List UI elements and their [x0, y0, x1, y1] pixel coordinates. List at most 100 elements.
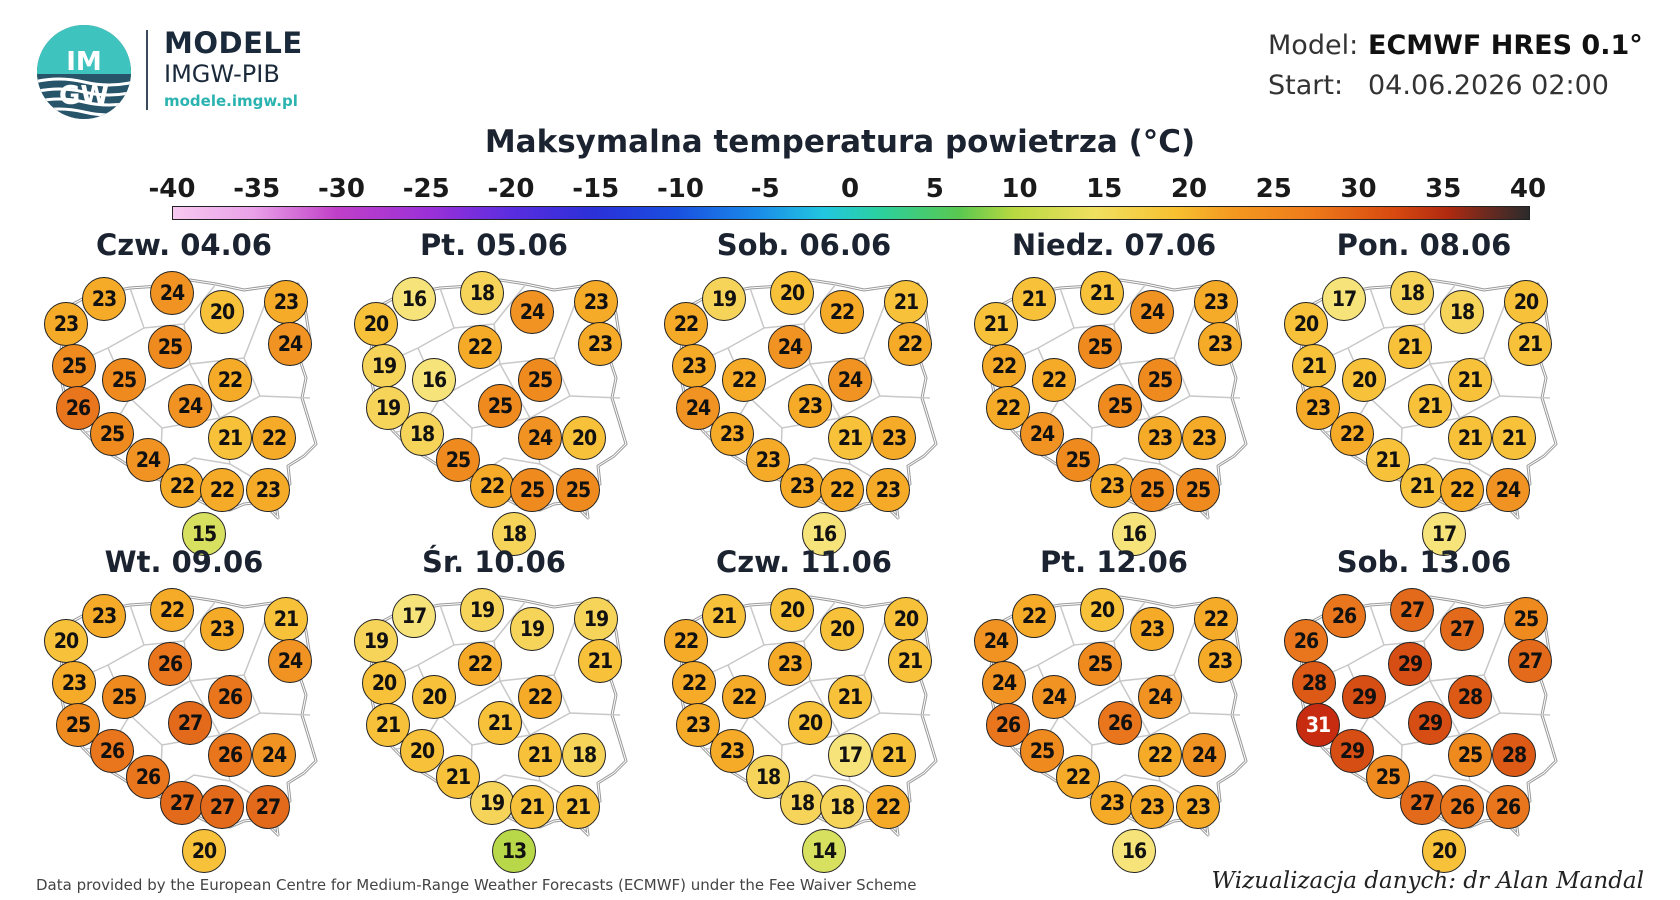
temperature-marker: 23 [710, 412, 754, 456]
temperature-marker: 24 [1130, 290, 1174, 334]
temperature-marker: 29 [1342, 675, 1386, 719]
model-value: ECMWF HRES 0.1° [1368, 30, 1643, 61]
temperature-marker: 19 [702, 277, 746, 321]
temperature-marker: 21 [510, 785, 554, 829]
colorbar-tick: -5 [750, 174, 780, 204]
temperature-marker: 18 [780, 781, 824, 825]
temperature-marker: 22 [986, 386, 1030, 430]
colorbar-ticks: -40 -35 -30 -25 -20 -15 -10 -5 0 5 10 15 20 25 30 35 40 [149, 174, 1547, 204]
temperature-marker: 22 [722, 358, 766, 402]
temperature-marker: 23 [1138, 416, 1182, 460]
temperature-marker: 23 [1182, 416, 1226, 460]
temperature-marker: 26 [90, 729, 134, 773]
temperature-marker: 20 [820, 607, 864, 651]
temperature-marker: 23 [1296, 386, 1340, 430]
temperature-marker: 21 [1492, 416, 1536, 460]
temperature-marker: 22 [458, 325, 502, 369]
temperature-marker: 22 [1330, 412, 1374, 456]
temperature-marker: 24 [252, 733, 296, 777]
temperature-marker: 26 [1486, 785, 1530, 829]
temperature-marker: 26 [1098, 701, 1142, 745]
map-title: Maksymalna temperatura powietrza (°C) [484, 124, 1196, 160]
forecast-panel: Wt. 09.06 20 23 22 23 21 26 24 23 25 26 25 27 26 26 24 2… [34, 545, 334, 873]
temperature-marker: 23 [710, 729, 754, 773]
temperature-marker: 22 [820, 290, 864, 334]
temperature-marker: 16 [802, 512, 846, 556]
temperature-marker: 17 [392, 594, 436, 638]
temperature-marker: 25 [510, 468, 554, 512]
colorbar-tick: 30 [1340, 174, 1377, 204]
temperature-marker: 20 [412, 675, 456, 719]
temperature-marker: 13 [492, 829, 536, 873]
temperature-marker: 25 [1098, 384, 1142, 428]
temperature-marker: 18 [400, 412, 444, 456]
imgw-logo-icon: IM GW [37, 25, 131, 119]
temperature-marker: 21 [872, 733, 916, 777]
temperature-marker: 16 [1112, 512, 1156, 556]
temperature-marker: 27 [1440, 607, 1484, 651]
temperature-marker: 29 [1388, 642, 1432, 686]
temperature-marker: 23 [672, 344, 716, 388]
colorbar-tick: -20 [487, 174, 535, 204]
temperature-marker: 26 [1322, 594, 1366, 638]
panel-date-title: Sob. 06.06 [716, 228, 892, 262]
temperature-marker: 21 [556, 785, 600, 829]
colorbar [172, 206, 1530, 220]
forecast-panel: Sob. 06.06 22 19 20 22 21 24 22 23 22 24 24 23 23 21 23… [654, 228, 954, 556]
temperature-marker: 24 [268, 322, 312, 366]
temperature-marker: 21 [264, 597, 308, 641]
panel-date-title: Niedz. 07.06 [1011, 228, 1217, 262]
temperature-marker: 26 [208, 675, 252, 719]
temperature-marker: 23 [1090, 464, 1134, 508]
temperature-marker: 26 [1440, 785, 1484, 829]
svg-text:GW: GW [59, 81, 109, 111]
temperature-marker: 14 [802, 829, 846, 873]
brand-url-link[interactable]: modele.imgw.pl [164, 92, 298, 110]
temperature-marker: 19 [366, 386, 410, 430]
temperature-marker: 25 [1078, 642, 1122, 686]
temperature-marker: 19 [354, 619, 398, 663]
temperature-marker: 22 [1056, 755, 1100, 799]
temperature-marker: 27 [1390, 588, 1434, 632]
temperature-marker: 27 [200, 785, 244, 829]
temperature-marker: 16 [412, 358, 456, 402]
temperature-marker: 23 [676, 703, 720, 747]
temperature-marker: 16 [392, 277, 436, 321]
temperature-marker: 23 [866, 468, 910, 512]
forecast-panel: Pon. 08.06 20 17 18 18 20 21 21 21 20 21 23 21 22 21 21… [1274, 228, 1574, 556]
temperature-marker: 26 [126, 755, 170, 799]
temperature-marker: 25 [518, 358, 562, 402]
temperature-marker: 16 [1112, 829, 1156, 873]
temperature-marker: 17 [828, 733, 872, 777]
temperature-marker: 22 [150, 588, 194, 632]
temperature-marker: 24 [982, 661, 1026, 705]
temperature-marker: 23 [264, 280, 308, 324]
temperature-marker: 20 [44, 619, 88, 663]
model-label: Model: [1268, 30, 1359, 61]
temperature-marker: 21 [974, 302, 1018, 346]
temperature-marker: 25 [1078, 325, 1122, 369]
temperature-marker: 25 [478, 384, 522, 428]
temperature-marker: 29 [1330, 729, 1374, 773]
temperature-marker: 25 [52, 344, 96, 388]
panel-date-title: Pon. 08.06 [1336, 228, 1512, 262]
temperature-marker: 25 [148, 325, 192, 369]
colorbar-tick: -35 [233, 174, 281, 204]
temperature-marker: 21 [1012, 277, 1056, 321]
temperature-marker: 23 [1130, 785, 1174, 829]
visualization-credit: Wizualizacja danych: dr Alan Mandal [1211, 868, 1644, 894]
temperature-marker: 23 [1198, 322, 1242, 366]
temperature-marker: 22 [200, 468, 244, 512]
colorbar-tick: -30 [318, 174, 365, 204]
temperature-marker: 17 [1422, 512, 1466, 556]
temperature-marker: 19 [470, 781, 514, 825]
temperature-marker: 22 [672, 661, 716, 705]
temperature-marker: 21 [1400, 464, 1444, 508]
temperature-marker: 20 [1422, 829, 1466, 873]
temperature-marker: 23 [768, 642, 812, 686]
temperature-marker: 24 [1486, 468, 1530, 512]
temperature-marker: 25 [102, 675, 146, 719]
temperature-marker: 22 [160, 464, 204, 508]
forecast-panel: Czw. 11.06 22 21 20 20 20 23 21 22 22 21 23 20 23 17 21… [654, 545, 954, 873]
colorbar-tick: -15 [572, 174, 620, 204]
